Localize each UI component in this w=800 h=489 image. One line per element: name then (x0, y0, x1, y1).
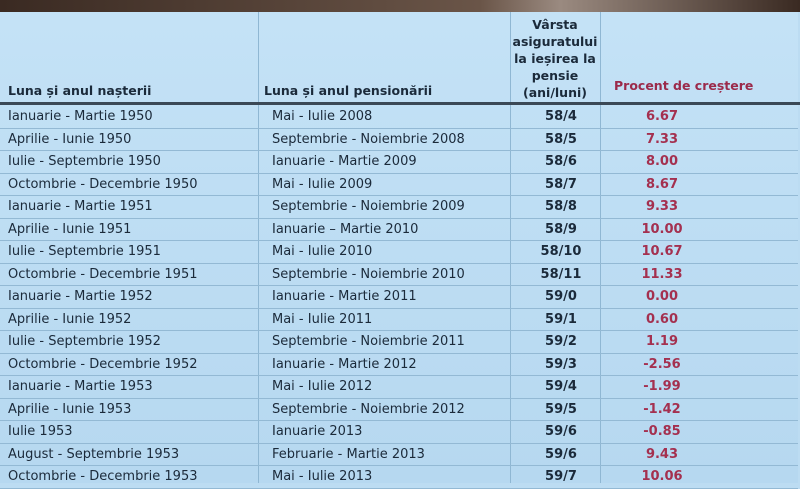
table-row: August - Septembrie 1953 Februarie - Mart… (0, 443, 798, 466)
pension-table: Ianuarie - Martie 1950 Mai - Iulie 2008 58… (0, 106, 798, 489)
birth-cell: Ianuarie - Martie 1952 (0, 285, 266, 309)
birth-cell: Octombrie - Decembrie 1951 (0, 263, 266, 286)
increase-cell: 8.00 (606, 150, 798, 174)
age-cell: 59/6 (516, 420, 606, 444)
increase-cell: -1.99 (606, 375, 798, 399)
table-row: Aprilie - Iunie 1953 Septembrie - Noiembr… (0, 398, 798, 421)
age-cell: 59/2 (516, 330, 606, 354)
age-cell: 58/9 (516, 218, 606, 241)
table-row: Iulie - Septembrie 1952 Septembrie - Noie… (0, 330, 798, 354)
table-row: Ianuarie - Martie 1953 Mai - Iulie 2012 59… (0, 375, 798, 399)
header-age-line: asiguratului (512, 34, 598, 49)
increase-cell: -0.85 (606, 420, 798, 444)
retirement-cell: Mai - Iulie 2010 (266, 240, 516, 264)
birth-cell: Iulie - Septembrie 1952 (0, 330, 266, 354)
retirement-cell: Septembrie - Noiembrie 2010 (266, 263, 516, 286)
increase-cell: 1.19 (606, 330, 798, 354)
birth-cell: Octombrie - Decembrie 1950 (0, 173, 266, 196)
birth-cell: Ianuarie - Martie 1951 (0, 195, 266, 219)
table-row: Ianuarie - Martie 1952 Ianuarie - Martie … (0, 285, 798, 309)
table-row: Octombrie - Decembrie 1951 Septembrie - N… (0, 263, 798, 286)
birth-cell: Ianuarie - Martie 1953 (0, 375, 266, 399)
increase-cell: 8.67 (606, 173, 798, 196)
table-row: Iulie - Septembrie 1951 Mai - Iulie 2010 5… (0, 240, 798, 264)
birth-cell: Octombrie - Decembrie 1953 (0, 465, 266, 489)
retirement-cell: Septembrie - Noiembrie 2008 (266, 128, 516, 151)
birth-cell: Ianuarie - Martie 1950 (0, 106, 266, 129)
birth-cell: Aprilie - Iunie 1953 (0, 398, 266, 421)
table-row: Octombrie - Decembrie 1953 Mai - Iulie 20… (0, 465, 798, 489)
header-age-line: la ieșirea la (514, 51, 596, 66)
header-age: Vârsta asiguratului la ieșirea la pensie… (510, 16, 600, 101)
retirement-cell: Februarie - Martie 2013 (266, 443, 516, 466)
table-row: Aprilie - Iunie 1950 Septembrie - Noiembr… (0, 128, 798, 151)
age-cell: 59/7 (516, 465, 606, 489)
table-row: Iulie - Septembrie 1950 Ianuarie - Martie… (0, 150, 798, 174)
birth-cell: Aprilie - Iunie 1950 (0, 128, 266, 151)
birth-cell: Iulie - Septembrie 1950 (0, 150, 266, 174)
retirement-cell: Mai - Iulie 2011 (266, 308, 516, 331)
age-cell: 59/1 (516, 308, 606, 331)
header-age-line: pensie (531, 68, 579, 83)
increase-cell: 0.60 (606, 308, 798, 331)
retirement-cell: Septembrie - Noiembrie 2011 (266, 330, 516, 354)
table-row: Ianuarie - Martie 1950 Mai - Iulie 2008 58… (0, 106, 798, 129)
increase-cell: 6.67 (606, 106, 798, 129)
increase-cell: 11.33 (606, 263, 798, 286)
birth-cell: Aprilie - Iunie 1951 (0, 218, 266, 241)
header-increase: Procent de creștere (614, 78, 754, 93)
increase-cell: 9.43 (606, 443, 798, 466)
header-retirement: Luna și anul pensionării (264, 83, 433, 98)
retirement-cell: Ianuarie 2013 (266, 420, 516, 444)
birth-cell: Iulie - Septembrie 1951 (0, 240, 266, 264)
age-cell: 59/0 (516, 285, 606, 309)
age-cell: 59/3 (516, 353, 606, 376)
increase-cell: -2.56 (606, 353, 798, 376)
top-dark-band (0, 0, 800, 12)
age-cell: 58/11 (516, 263, 606, 286)
age-cell: 58/8 (516, 195, 606, 219)
birth-cell: Iulie 1953 (0, 420, 266, 444)
header-age-line: (ani/luni) (523, 85, 587, 100)
table-row: Ianuarie - Martie 1951 Septembrie - Noiem… (0, 195, 798, 219)
increase-cell: 10.00 (606, 218, 798, 241)
birth-cell: Aprilie - Iunie 1952 (0, 308, 266, 331)
table-row: Octombrie - Decembrie 1952 Ianuarie - Mar… (0, 353, 798, 376)
increase-cell: -1.42 (606, 398, 798, 421)
retirement-cell: Septembrie - Noiembrie 2012 (266, 398, 516, 421)
retirement-cell: Mai - Iulie 2012 (266, 375, 516, 399)
age-cell: 59/4 (516, 375, 606, 399)
header-divider (0, 102, 800, 105)
age-cell: 58/4 (516, 106, 606, 129)
retirement-cell: Mai - Iulie 2013 (266, 465, 516, 489)
increase-cell: 9.33 (606, 195, 798, 219)
birth-cell: August - Septembrie 1953 (0, 443, 266, 466)
retirement-cell: Septembrie - Noiembrie 2009 (266, 195, 516, 219)
age-cell: 59/5 (516, 398, 606, 421)
increase-cell: 10.67 (606, 240, 798, 264)
age-cell: 58/6 (516, 150, 606, 174)
retirement-cell: Ianuarie - Martie 2011 (266, 285, 516, 309)
increase-cell: 7.33 (606, 128, 798, 151)
birth-cell: Octombrie - Decembrie 1952 (0, 353, 266, 376)
increase-cell: 10.06 (606, 465, 798, 489)
retirement-cell: Ianuarie - Martie 2009 (266, 150, 516, 174)
table-row: Aprilie - Iunie 1951 Ianuarie – Martie 20… (0, 218, 798, 241)
header-age-line: Vârsta (532, 17, 578, 32)
retirement-cell: Ianuarie - Martie 2012 (266, 353, 516, 376)
retirement-cell: Mai - Iulie 2008 (266, 106, 516, 129)
age-cell: 58/5 (516, 128, 606, 151)
retirement-cell: Ianuarie – Martie 2010 (266, 218, 516, 241)
table-row: Aprilie - Iunie 1952 Mai - Iulie 2011 59/1… (0, 308, 798, 331)
age-cell: 59/6 (516, 443, 606, 466)
header-birth: Luna și anul nașterii (8, 83, 152, 98)
age-cell: 58/7 (516, 173, 606, 196)
increase-cell: 0.00 (606, 285, 798, 309)
retirement-cell: Mai - Iulie 2009 (266, 173, 516, 196)
age-cell: 58/10 (516, 240, 606, 264)
table-row: Octombrie - Decembrie 1950 Mai - Iulie 20… (0, 173, 798, 196)
table-row: Iulie 1953 Ianuarie 2013 59/6 -0.85 (0, 420, 798, 444)
